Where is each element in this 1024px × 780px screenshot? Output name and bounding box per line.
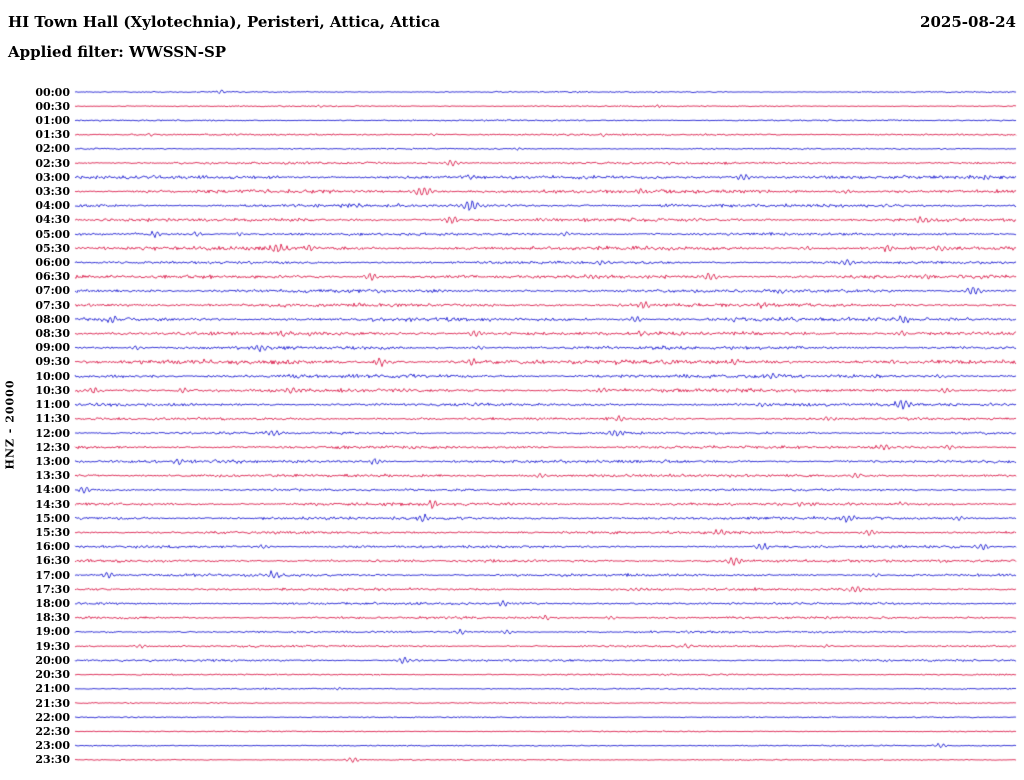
time-label: 00:30 xyxy=(35,99,70,113)
time-label: 13:00 xyxy=(35,454,70,468)
time-label: 17:00 xyxy=(35,568,70,582)
time-label: 12:00 xyxy=(35,426,70,440)
time-label: 19:30 xyxy=(35,639,70,653)
time-label: 15:30 xyxy=(35,526,70,539)
time-label: 08:00 xyxy=(35,312,70,326)
time-label: 06:00 xyxy=(35,256,70,270)
time-label: 17:30 xyxy=(35,582,70,596)
time-label: 22:00 xyxy=(35,710,70,724)
time-label: 01:30 xyxy=(35,128,70,142)
time-label: 12:30 xyxy=(35,440,70,454)
time-label: 04:00 xyxy=(35,199,70,213)
time-label: 00:00 xyxy=(35,85,70,99)
time-label: 14:00 xyxy=(35,483,70,497)
time-label: 23:00 xyxy=(35,739,70,753)
time-label: 09:00 xyxy=(35,341,70,355)
time-label: 10:30 xyxy=(35,383,70,397)
time-label: 09:30 xyxy=(35,355,70,369)
page-title: HI Town Hall (Xylotechnia), Peristeri, A… xyxy=(8,13,440,31)
time-label: 20:30 xyxy=(35,668,70,682)
time-label: 14:30 xyxy=(35,497,70,511)
time-label: 21:00 xyxy=(35,682,70,696)
time-label: 07:00 xyxy=(35,284,70,298)
time-label: 16:30 xyxy=(35,554,70,568)
time-label: 18:00 xyxy=(35,597,70,611)
time-label: 11:00 xyxy=(35,398,70,412)
time-label: 23:30 xyxy=(35,753,70,767)
time-label: 05:30 xyxy=(35,241,70,255)
time-label: 03:30 xyxy=(35,184,70,198)
time-label: 08:30 xyxy=(35,327,70,341)
time-label: 02:30 xyxy=(35,156,70,170)
time-label: 13:30 xyxy=(35,469,70,483)
time-label: 21:30 xyxy=(35,696,70,710)
time-label: 10:00 xyxy=(35,369,70,383)
time-label: 07:30 xyxy=(35,298,70,312)
time-label: 16:00 xyxy=(35,540,70,554)
time-label: 06:30 xyxy=(35,270,70,284)
applied-filter-label: Applied filter: WWSSN-SP xyxy=(8,43,227,61)
time-label: 15:00 xyxy=(35,511,70,525)
time-label: 22:30 xyxy=(35,724,70,738)
time-label: 20:00 xyxy=(35,653,70,667)
time-label: 01:00 xyxy=(35,113,70,127)
time-label: 19:00 xyxy=(35,625,70,639)
time-label: 18:30 xyxy=(35,611,70,625)
time-label: 04:30 xyxy=(35,213,70,227)
time-label: 02:00 xyxy=(35,142,70,156)
time-label: 11:30 xyxy=(35,412,70,426)
time-axis-labels: 00:00 00:30 01:00 01:30 02:00 02:30 03:00 03:30… xyxy=(0,0,70,780)
time-label: 05:00 xyxy=(35,227,70,241)
time-label: 03:00 xyxy=(35,170,70,184)
date-label: 2025-08-24 xyxy=(920,13,1016,31)
